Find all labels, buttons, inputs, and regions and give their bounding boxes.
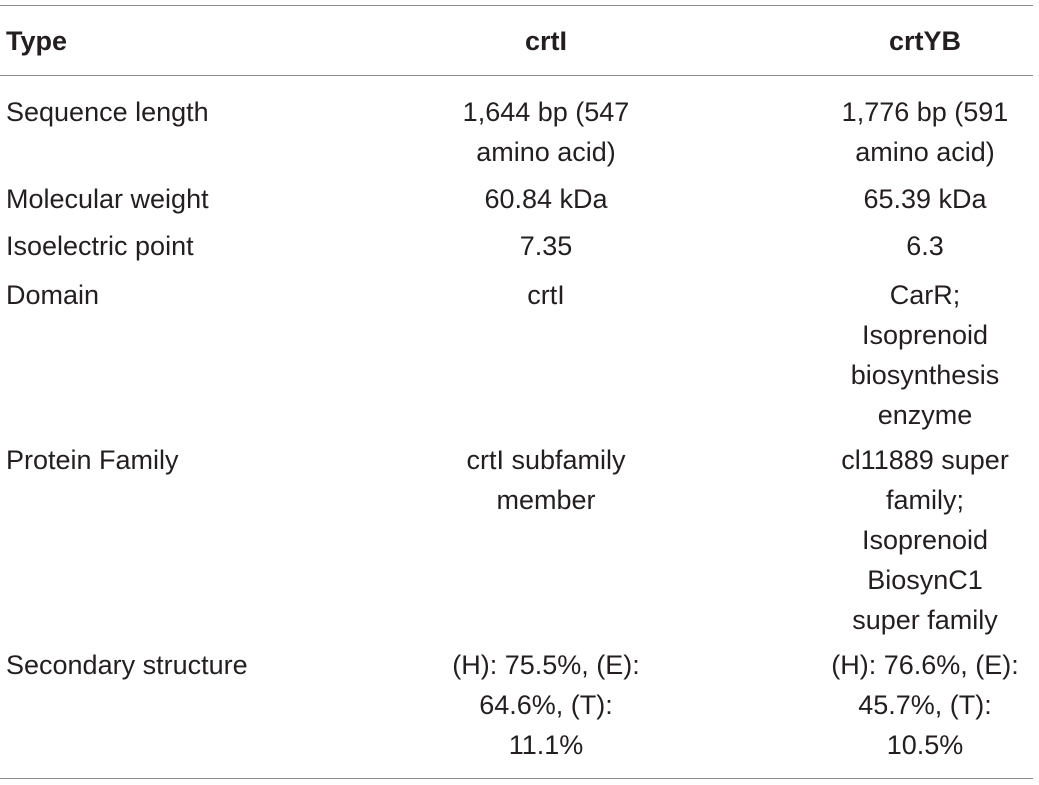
header-type: Type bbox=[6, 26, 68, 56]
row-crti-cell: 7.35 bbox=[519, 231, 573, 261]
row-crti-cell: 1,644 bp (547 amino acid) bbox=[462, 97, 630, 167]
header-crti: crtI bbox=[524, 26, 568, 56]
row-crti-cell: (H): 75.5%, (E): 64.6%, (T): 11.1% bbox=[452, 650, 640, 760]
row-crtyb-cell: cl11889 super family; Isoprenoid BiosynC… bbox=[841, 445, 1009, 635]
row-type-cell: Protein Family bbox=[6, 445, 179, 475]
row-crti-cell: crtI bbox=[527, 280, 565, 310]
row-type-cell: Sequence length bbox=[6, 97, 209, 127]
table-top-rule bbox=[0, 5, 1033, 6]
row-crtyb-cell: 1,776 bp (591 amino acid) bbox=[841, 97, 1009, 167]
row-crti-cell: crtI subfamily member bbox=[466, 445, 626, 515]
header-crtyb: crtYB bbox=[888, 26, 962, 56]
row-crtyb-cell: (H): 76.6%, (E): 45.7%, (T): 10.5% bbox=[831, 650, 1019, 760]
row-crtyb-cell: 6.3 bbox=[906, 231, 944, 261]
row-type-cell: Secondary structure bbox=[6, 650, 248, 680]
row-type-cell: Domain bbox=[6, 280, 100, 310]
table-header-rule bbox=[0, 75, 1033, 76]
row-crtyb-cell: CarR; Isoprenoid biosynthesis enzyme bbox=[850, 280, 1000, 430]
row-type-cell: Molecular weight bbox=[6, 184, 209, 214]
row-crtyb-cell: 65.39 kDa bbox=[863, 184, 987, 214]
row-type-cell: Isoelectric point bbox=[6, 231, 194, 261]
row-crti-cell: 60.84 kDa bbox=[484, 184, 608, 214]
table-bottom-rule bbox=[0, 778, 1033, 779]
